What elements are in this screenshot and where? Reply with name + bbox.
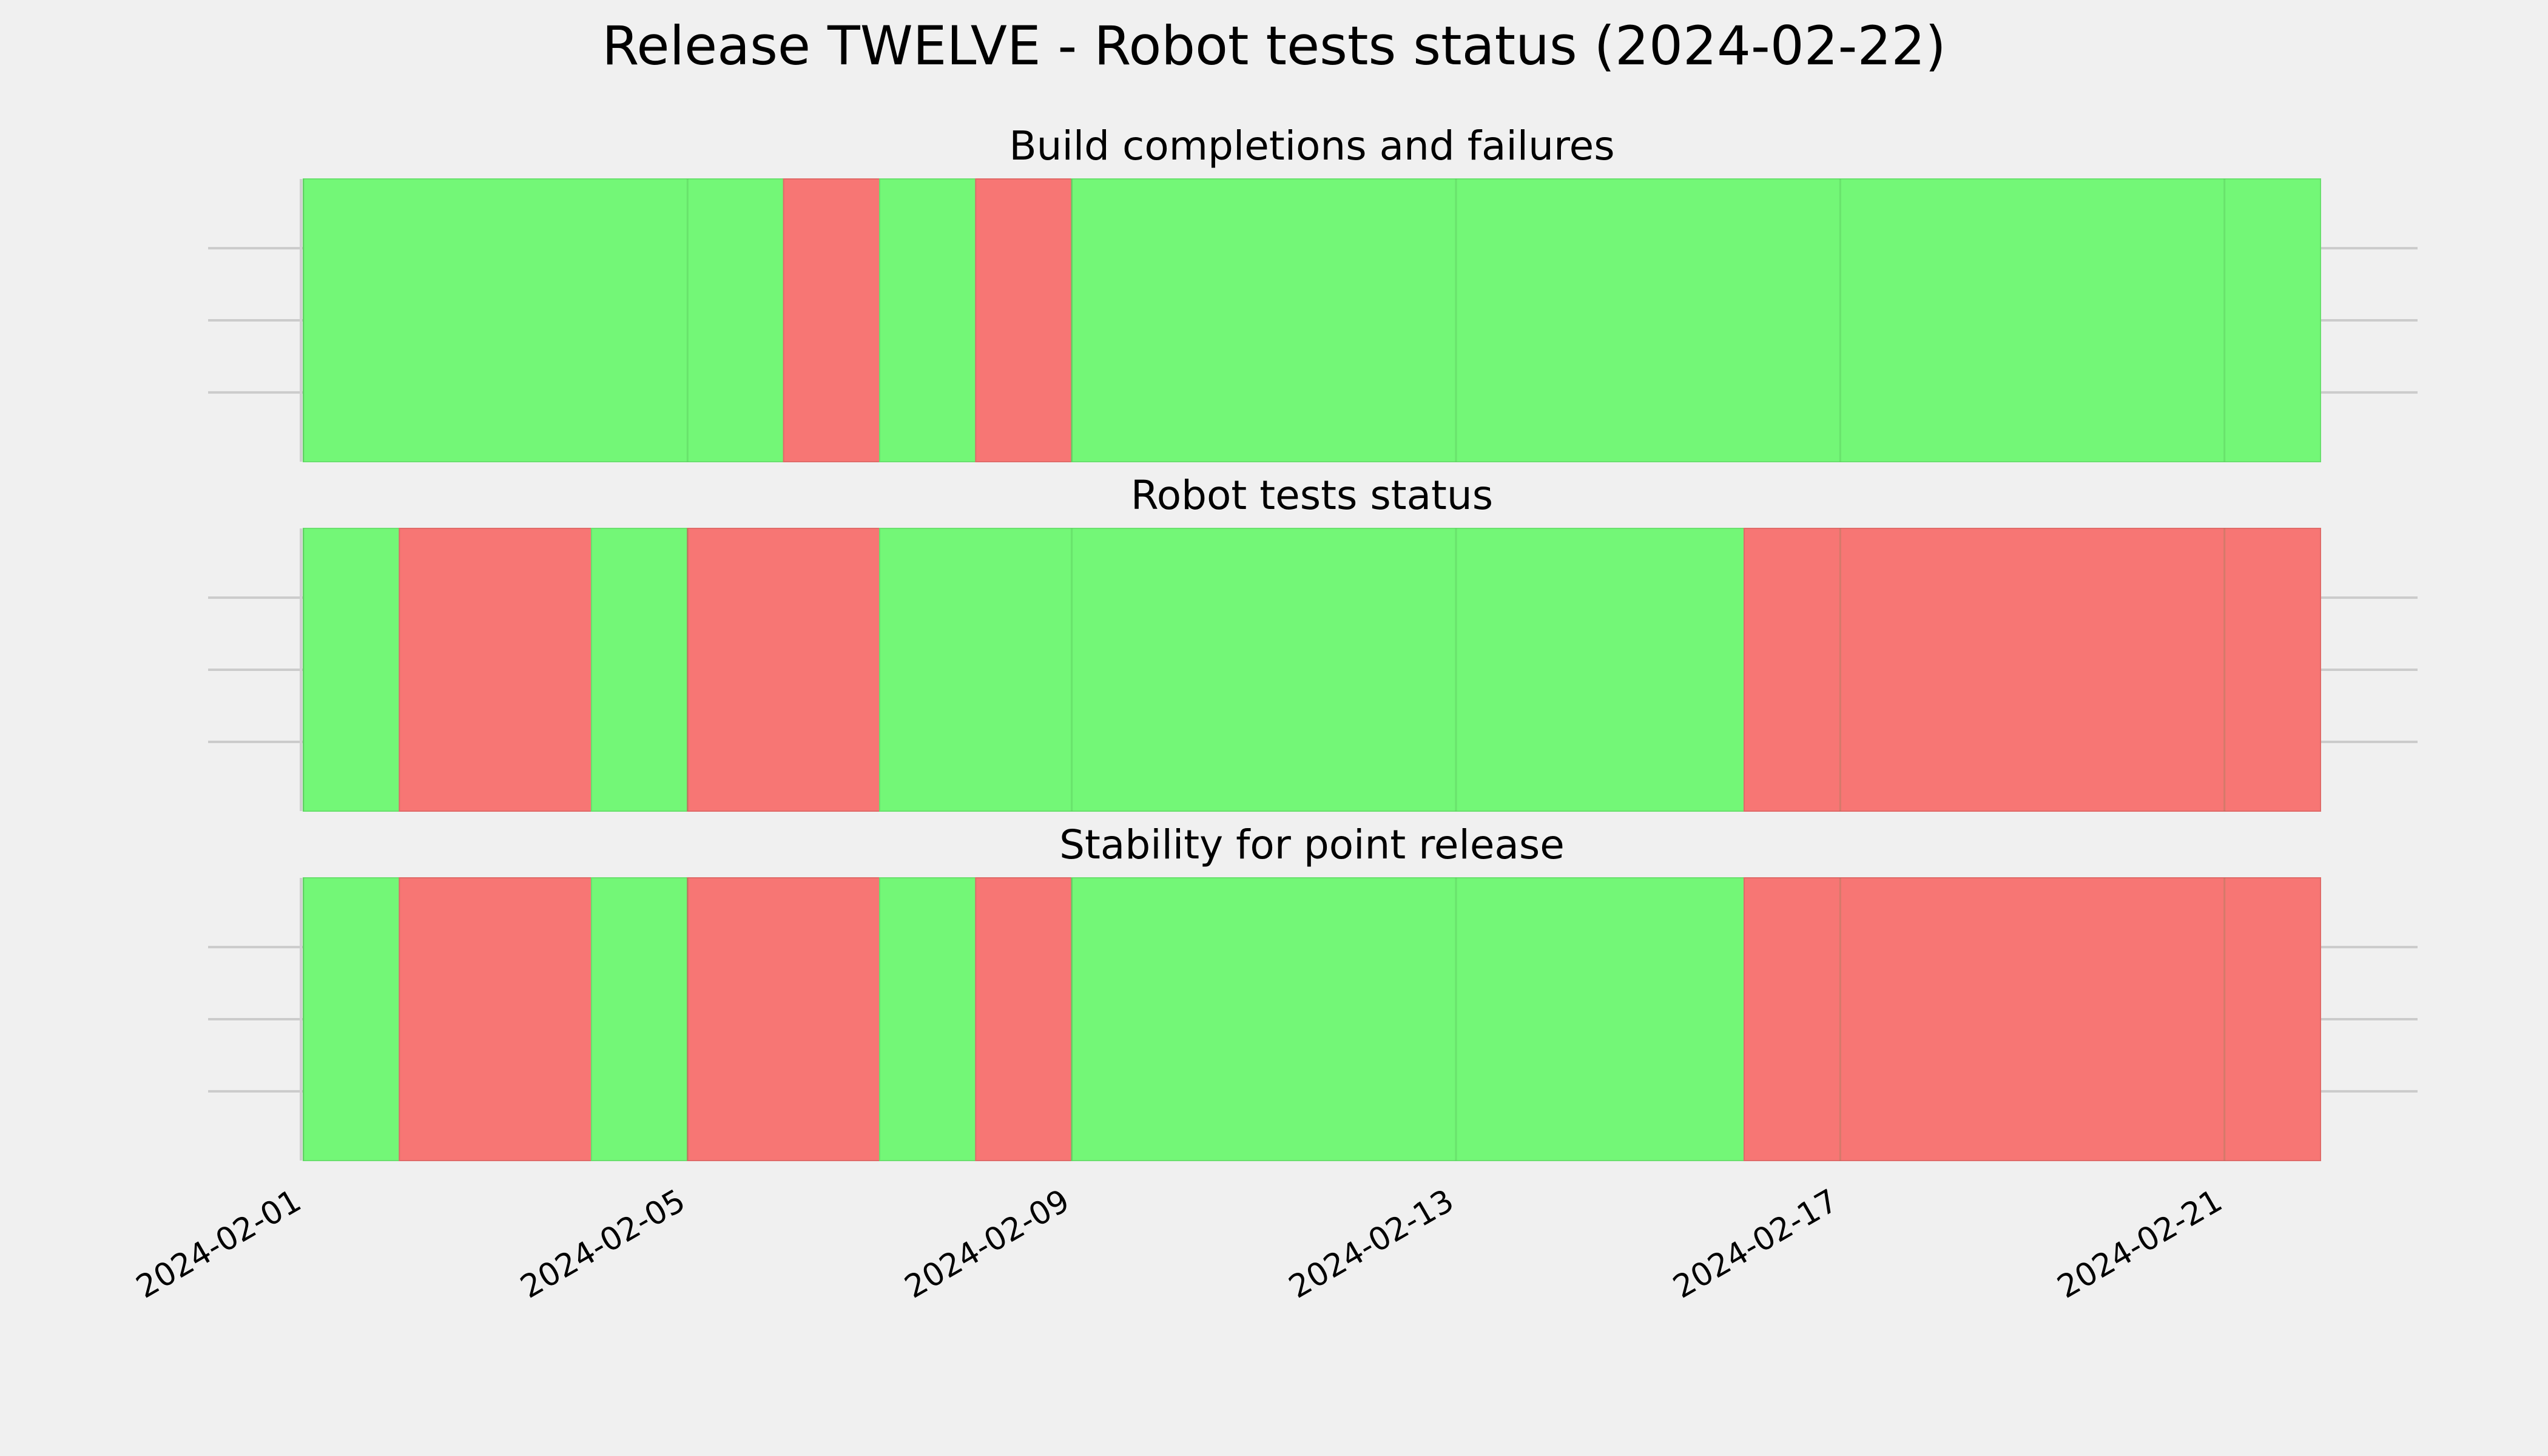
segment-pass [879,877,977,1161]
segment-pass [1071,877,1745,1161]
segment-fail [687,877,881,1161]
segment-pass [591,877,689,1161]
segment-pass [1071,178,2321,462]
segment-fail [975,178,1073,462]
segment-fail [1744,877,2321,1161]
panel-subtitle: Robot tests status [1131,472,1493,519]
segment-fail [783,178,880,462]
segment-fail [399,528,592,812]
segment-pass [879,178,977,462]
segment-fail [687,528,881,812]
segment-pass [591,528,689,812]
panels: Build completions and failures Robot test… [208,123,2418,1161]
segment-pass [879,528,1745,812]
panel-1: Build completions and failures [208,123,2418,462]
panel-subtitle: Build completions and failures [1009,123,1614,169]
segment-fail [975,877,1073,1161]
segment-pass [303,528,400,812]
panel-3: Stability for point release [208,821,2418,1161]
panel-subtitle: Stability for point release [1059,821,1565,868]
segment-pass [303,178,784,462]
segment-fail [399,877,592,1161]
chart-title: Release TWELVE - Robot tests status (202… [602,15,1946,77]
segment-pass [303,877,400,1161]
panel-2: Robot tests status [208,472,2418,812]
segment-fail [1744,528,2321,812]
